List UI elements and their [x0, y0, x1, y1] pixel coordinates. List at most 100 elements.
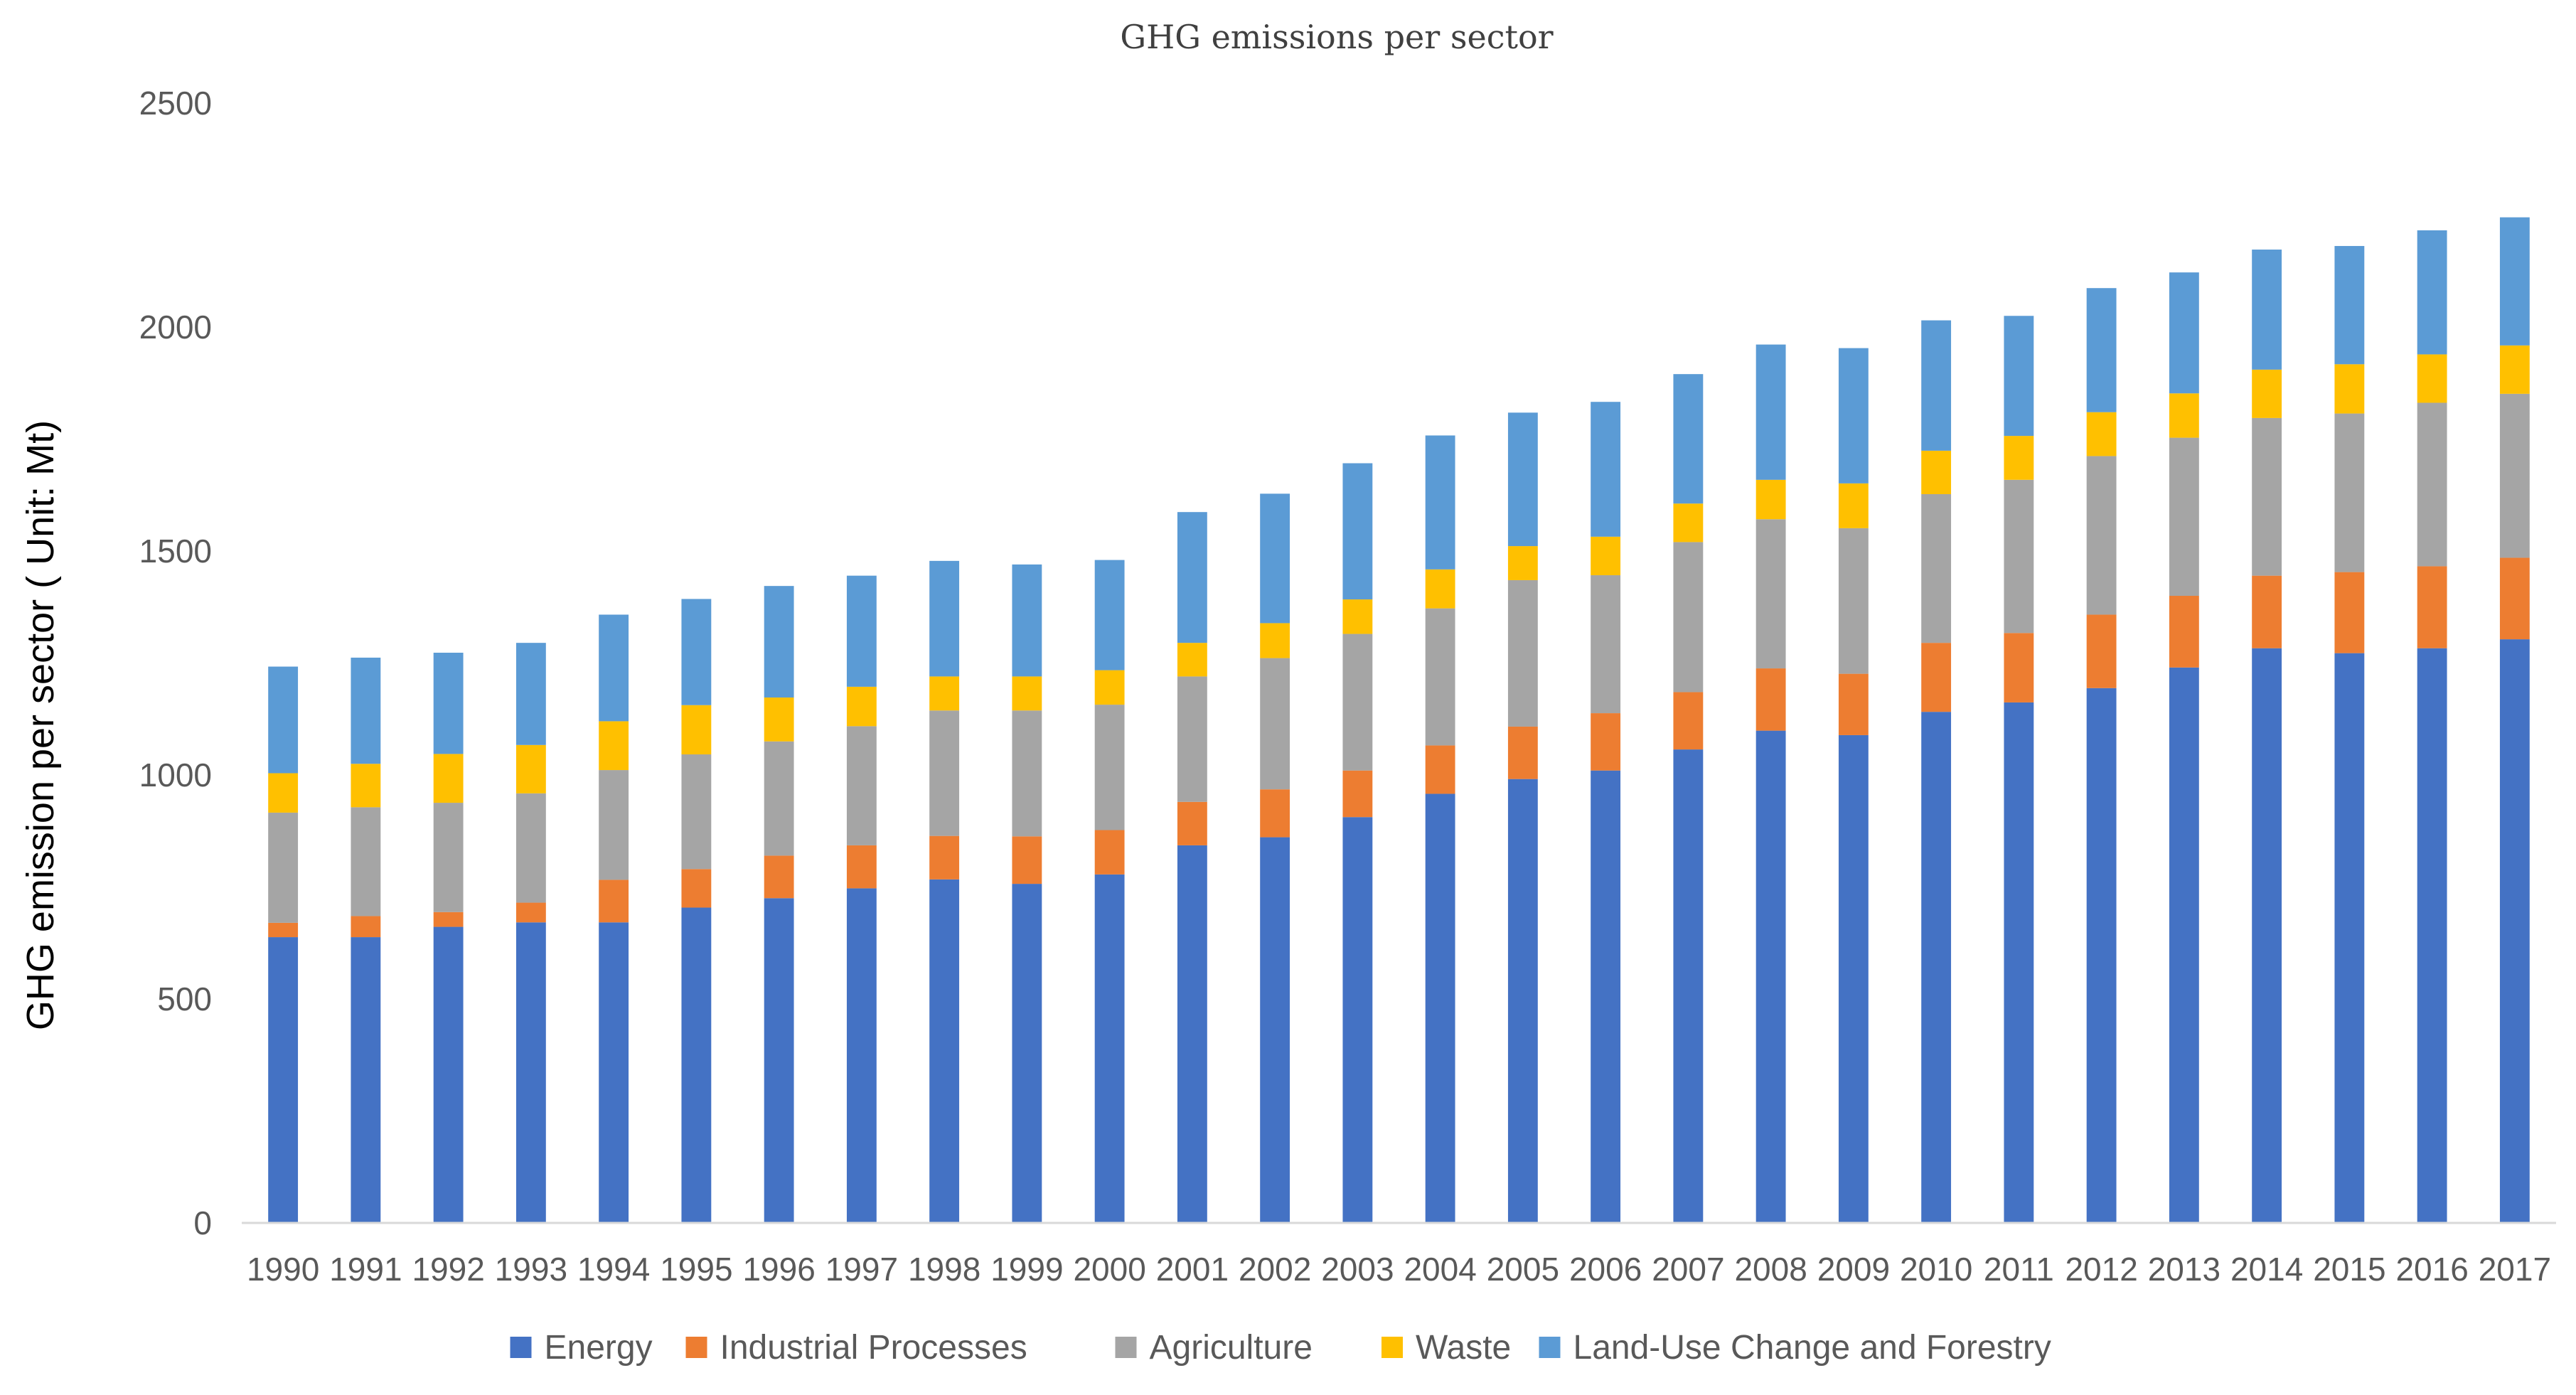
bar-waste-1995 — [681, 705, 712, 755]
bar-land-use-change-and-forestry-2007 — [1673, 374, 1704, 504]
bar-waste-2009 — [1838, 483, 1869, 528]
x-tick-label-2010: 2010 — [1900, 1251, 1972, 1288]
bar-agriculture-2016 — [2417, 402, 2447, 567]
bar-energy-1991 — [351, 937, 381, 1223]
bar-waste-2005 — [1507, 546, 1538, 580]
bar-land-use-change-and-forestry-2011 — [2004, 316, 2034, 437]
bar-industrial-processes-2015 — [2334, 572, 2365, 653]
bar-waste-1994 — [599, 721, 629, 771]
bar-waste-2004 — [1425, 569, 1455, 609]
bar-agriculture-1997 — [846, 726, 877, 845]
bar-industrial-processes-2001 — [1177, 801, 1207, 845]
bar-land-use-change-and-forestry-2002 — [1260, 493, 1290, 624]
bar-waste-1991 — [351, 764, 381, 808]
x-tick-label-2001: 2001 — [1156, 1251, 1229, 1288]
bar-industrial-processes-1993 — [515, 902, 546, 923]
bar-land-use-change-and-forestry-1994 — [599, 614, 629, 722]
chart-title: GHG emissions per sector — [1120, 18, 1553, 56]
bar-land-use-change-and-forestry-1996 — [764, 586, 794, 698]
bar-energy-1990 — [268, 937, 299, 1223]
x-axis-ticks: 1990 1991 1992 1993 1994 1995 1996 1997 1998 1999… — [247, 1251, 2551, 1288]
legend-swatch-waste — [1381, 1337, 1403, 1358]
bar-energy-2008 — [1755, 730, 1786, 1223]
x-tick-label-2017: 2017 — [2479, 1251, 2551, 1288]
bar-industrial-processes-2005 — [1507, 726, 1538, 779]
y-tick-label: 1500 — [139, 533, 212, 570]
bar-waste-2014 — [2252, 369, 2282, 418]
bar-agriculture-2015 — [2334, 413, 2365, 572]
bar-industrial-processes-2007 — [1673, 692, 1704, 750]
bar-agriculture-2008 — [1755, 519, 1786, 669]
x-tick-label-1994: 1994 — [577, 1251, 650, 1288]
bar-land-use-change-and-forestry-1995 — [681, 599, 712, 705]
bar-waste-1993 — [515, 744, 546, 793]
bar-agriculture-2005 — [1507, 579, 1538, 727]
y-axis-label: GHG emission per sector ( Unit: Mt) — [19, 420, 62, 1030]
bar-energy-2003 — [1342, 817, 1373, 1223]
bar-land-use-change-and-forestry-1999 — [1012, 564, 1042, 677]
x-tick-label-2000: 2000 — [1073, 1251, 1145, 1288]
bar-energy-2014 — [2252, 648, 2282, 1223]
bar-energy-2004 — [1425, 793, 1455, 1223]
x-tick-label-2012: 2012 — [2065, 1251, 2137, 1288]
x-tick-label-1998: 1998 — [908, 1251, 980, 1288]
y-tick-label: 1000 — [139, 757, 212, 793]
bar-agriculture-1994 — [599, 770, 629, 880]
bar-waste-2013 — [2169, 393, 2199, 438]
x-tick-label-1990: 1990 — [247, 1251, 319, 1288]
bar-industrial-processes-2010 — [1921, 643, 1952, 712]
x-tick-label-1997: 1997 — [825, 1251, 898, 1288]
bar-industrial-processes-1999 — [1012, 836, 1042, 884]
bar-industrial-processes-2016 — [2417, 566, 2447, 648]
bar-agriculture-2013 — [2169, 437, 2199, 596]
bar-energy-2011 — [2004, 702, 2034, 1223]
legend-label-land-use-change-and-forestry: Land-Use Change and Forestry — [1573, 1329, 2051, 1367]
y-tick-label: 2500 — [139, 85, 212, 122]
x-tick-label-2015: 2015 — [2313, 1251, 2385, 1288]
y-tick-label: 500 — [157, 980, 212, 1017]
bar-waste-2006 — [1591, 536, 1621, 576]
bar-agriculture-2002 — [1260, 658, 1290, 790]
bar-agriculture-2014 — [2252, 417, 2282, 576]
bar-energy-2001 — [1177, 845, 1207, 1223]
bar-energy-2013 — [2169, 667, 2199, 1223]
bar-energy-2000 — [1094, 874, 1125, 1223]
bar-energy-2010 — [1921, 712, 1952, 1223]
x-tick-label-2007: 2007 — [1652, 1251, 1724, 1288]
legend-swatch-energy — [510, 1337, 532, 1358]
x-tick-label-1993: 1993 — [495, 1251, 567, 1288]
bar-land-use-change-and-forestry-2014 — [2252, 250, 2282, 370]
bar-agriculture-2012 — [2086, 456, 2117, 615]
bar-waste-2010 — [1921, 450, 1952, 494]
bar-waste-1998 — [929, 676, 960, 711]
bar-land-use-change-and-forestry-1998 — [929, 560, 960, 677]
bar-agriculture-1990 — [268, 812, 299, 923]
bar-land-use-change-and-forestry-2006 — [1591, 402, 1621, 537]
bar-industrial-processes-2000 — [1094, 830, 1125, 875]
bar-energy-1997 — [846, 888, 877, 1223]
bar-land-use-change-and-forestry-2009 — [1838, 348, 1869, 483]
x-tick-label-2004: 2004 — [1404, 1251, 1476, 1288]
bar-waste-1997 — [846, 686, 877, 727]
bar-industrial-processes-2013 — [2169, 596, 2199, 668]
bar-industrial-processes-2011 — [2004, 633, 2034, 702]
x-tick-label-1999: 1999 — [990, 1251, 1063, 1288]
legend-swatch-industrial-processes — [685, 1337, 707, 1358]
bar-energy-2006 — [1591, 770, 1621, 1223]
bar-land-use-change-and-forestry-2005 — [1507, 412, 1538, 547]
bar-land-use-change-and-forestry-2013 — [2169, 272, 2199, 394]
bar-series — [268, 217, 2530, 1223]
bar-agriculture-2001 — [1177, 676, 1207, 802]
bar-waste-2011 — [2004, 436, 2034, 480]
y-axis-ticks: 0 500 1000 1500 2000 2500 — [139, 85, 212, 1241]
x-tick-label-2011: 2011 — [1984, 1251, 2054, 1288]
bar-agriculture-2017 — [2499, 393, 2530, 558]
legend-swatch-land-use-change-and-forestry — [1539, 1337, 1561, 1358]
bar-waste-2003 — [1342, 599, 1373, 634]
bar-land-use-change-and-forestry-2017 — [2499, 217, 2530, 346]
legend: Energy Industrial Processes Agriculture Was… — [510, 1329, 2051, 1367]
bar-industrial-processes-2012 — [2086, 614, 2117, 688]
x-tick-label-2009: 2009 — [1817, 1251, 1890, 1288]
x-tick-label-1992: 1992 — [412, 1251, 484, 1288]
